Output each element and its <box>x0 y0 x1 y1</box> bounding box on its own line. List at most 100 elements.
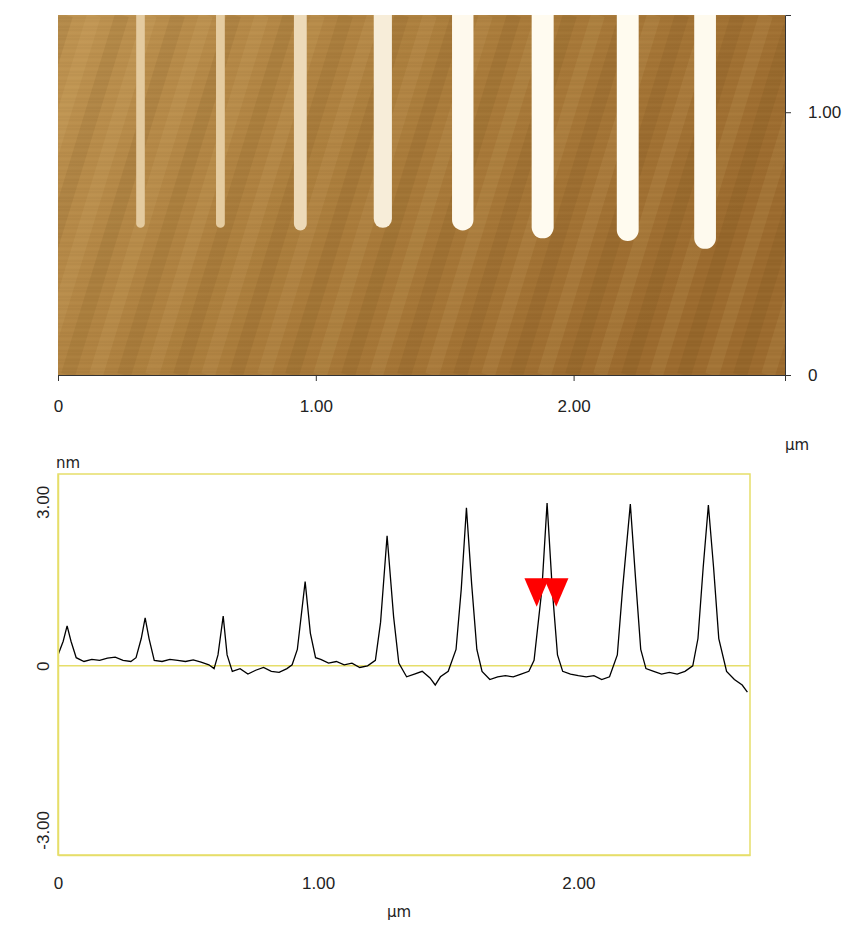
scan-line <box>58 252 785 253</box>
scan-line <box>58 225 785 226</box>
scan-line <box>58 207 785 208</box>
profile-y-tick-label: 3.00 <box>34 486 53 519</box>
scan-line <box>58 369 785 370</box>
scan-line <box>58 96 785 97</box>
scan-line <box>58 138 785 139</box>
profile-y-tick: -3.00 <box>34 811 58 850</box>
plot-area <box>58 503 747 692</box>
image-x-axis-title: µm <box>785 436 809 454</box>
scan-line <box>58 192 785 193</box>
nanowire <box>532 15 554 238</box>
scan-line <box>58 330 785 331</box>
scan-line <box>58 345 785 346</box>
scan-line <box>58 288 785 289</box>
profile-x-tick: 2.00 <box>562 855 595 893</box>
nanowire <box>694 15 716 249</box>
profile-y-tick-label: -3.00 <box>34 811 53 850</box>
profile-y-tick-label: 0 <box>34 662 53 671</box>
scan-line <box>58 216 785 217</box>
scan-line <box>58 174 785 175</box>
scan-line <box>58 99 785 100</box>
scan-line <box>58 222 785 223</box>
scan-line <box>58 75 785 76</box>
image-x-tick-label: 0 <box>54 397 63 416</box>
scan-line <box>58 264 785 265</box>
scan-line <box>58 141 785 142</box>
scan-line <box>58 132 785 133</box>
scan-line <box>58 291 785 292</box>
scan-line <box>58 51 785 52</box>
image-y-tick-label: 1.00 <box>808 103 841 122</box>
scan-line <box>58 348 785 349</box>
scan-line <box>58 156 785 157</box>
scan-line <box>58 219 785 220</box>
scan-line <box>58 240 785 241</box>
scan-line <box>58 129 785 130</box>
scan-line <box>58 297 785 298</box>
scan-line <box>58 168 785 169</box>
scan-line <box>58 351 785 352</box>
nanowire <box>136 15 145 228</box>
scan-line <box>58 144 785 145</box>
image-y-tick-mark <box>785 375 791 376</box>
scan-line <box>58 255 785 256</box>
profile-x-tick: 1.00 <box>302 855 335 893</box>
profile-y-axis: -3.00 0 3.00 <box>34 475 59 856</box>
scan-line <box>58 84 785 85</box>
scan-line <box>58 312 785 313</box>
scan-line <box>58 108 785 109</box>
scan-line <box>58 117 785 118</box>
nanowire <box>374 15 392 228</box>
image-y-tick: 1.00 <box>785 103 841 122</box>
scan-line <box>58 282 785 283</box>
scan-line <box>58 183 785 184</box>
image-y-tick-mark <box>785 112 791 113</box>
nanowire <box>617 15 639 241</box>
image-x-tick-label: 1.00 <box>300 397 333 416</box>
scan-line <box>58 366 785 367</box>
scan-line <box>58 39 785 40</box>
scan-line <box>58 336 785 337</box>
scan-line <box>58 54 785 55</box>
plot-frame <box>58 474 750 855</box>
profile-x-axis: 01.002.00 <box>54 855 751 893</box>
scan-line <box>58 48 785 49</box>
image-x-tick: 1.00 <box>300 375 333 416</box>
profile-y-tick: 0 <box>34 662 58 671</box>
scan-line <box>58 24 785 25</box>
scan-line <box>58 231 785 232</box>
scan-line <box>58 228 785 229</box>
scan-line <box>58 195 785 196</box>
nanowire <box>294 15 307 230</box>
scan-line <box>58 18 785 19</box>
profile-x-tick-label: 2.00 <box>562 874 595 893</box>
scan-line <box>58 363 785 364</box>
cursor-marker <box>544 578 569 607</box>
scan-line <box>58 60 785 61</box>
scan-line <box>58 114 785 115</box>
image-x-tick-mark <box>316 375 317 381</box>
scan-line <box>58 90 785 91</box>
scan-line <box>58 72 785 73</box>
image-y-tick: 0 <box>785 366 817 385</box>
scan-line <box>58 270 785 271</box>
image-x-tick-mark <box>574 375 575 381</box>
profile-y-tick: 3.00 <box>34 486 58 519</box>
scan-line <box>58 300 785 301</box>
scan-line <box>58 30 785 31</box>
scan-line <box>58 210 785 211</box>
scan-line <box>58 246 785 247</box>
scan-line <box>58 189 785 190</box>
scan-line <box>58 15 785 16</box>
scan-line <box>58 36 785 37</box>
zero-line <box>58 665 750 667</box>
scan-line <box>58 309 785 310</box>
figure: 01.002.0001.00µm01.002.00-3.0003.00nmµm <box>0 0 862 925</box>
image-background <box>58 15 785 375</box>
scan-line <box>58 180 785 181</box>
profile-y-axis-title: nm <box>56 454 80 472</box>
scan-line <box>58 315 785 316</box>
scan-line <box>58 42 785 43</box>
scan-line <box>58 276 785 277</box>
scan-line <box>58 303 785 304</box>
